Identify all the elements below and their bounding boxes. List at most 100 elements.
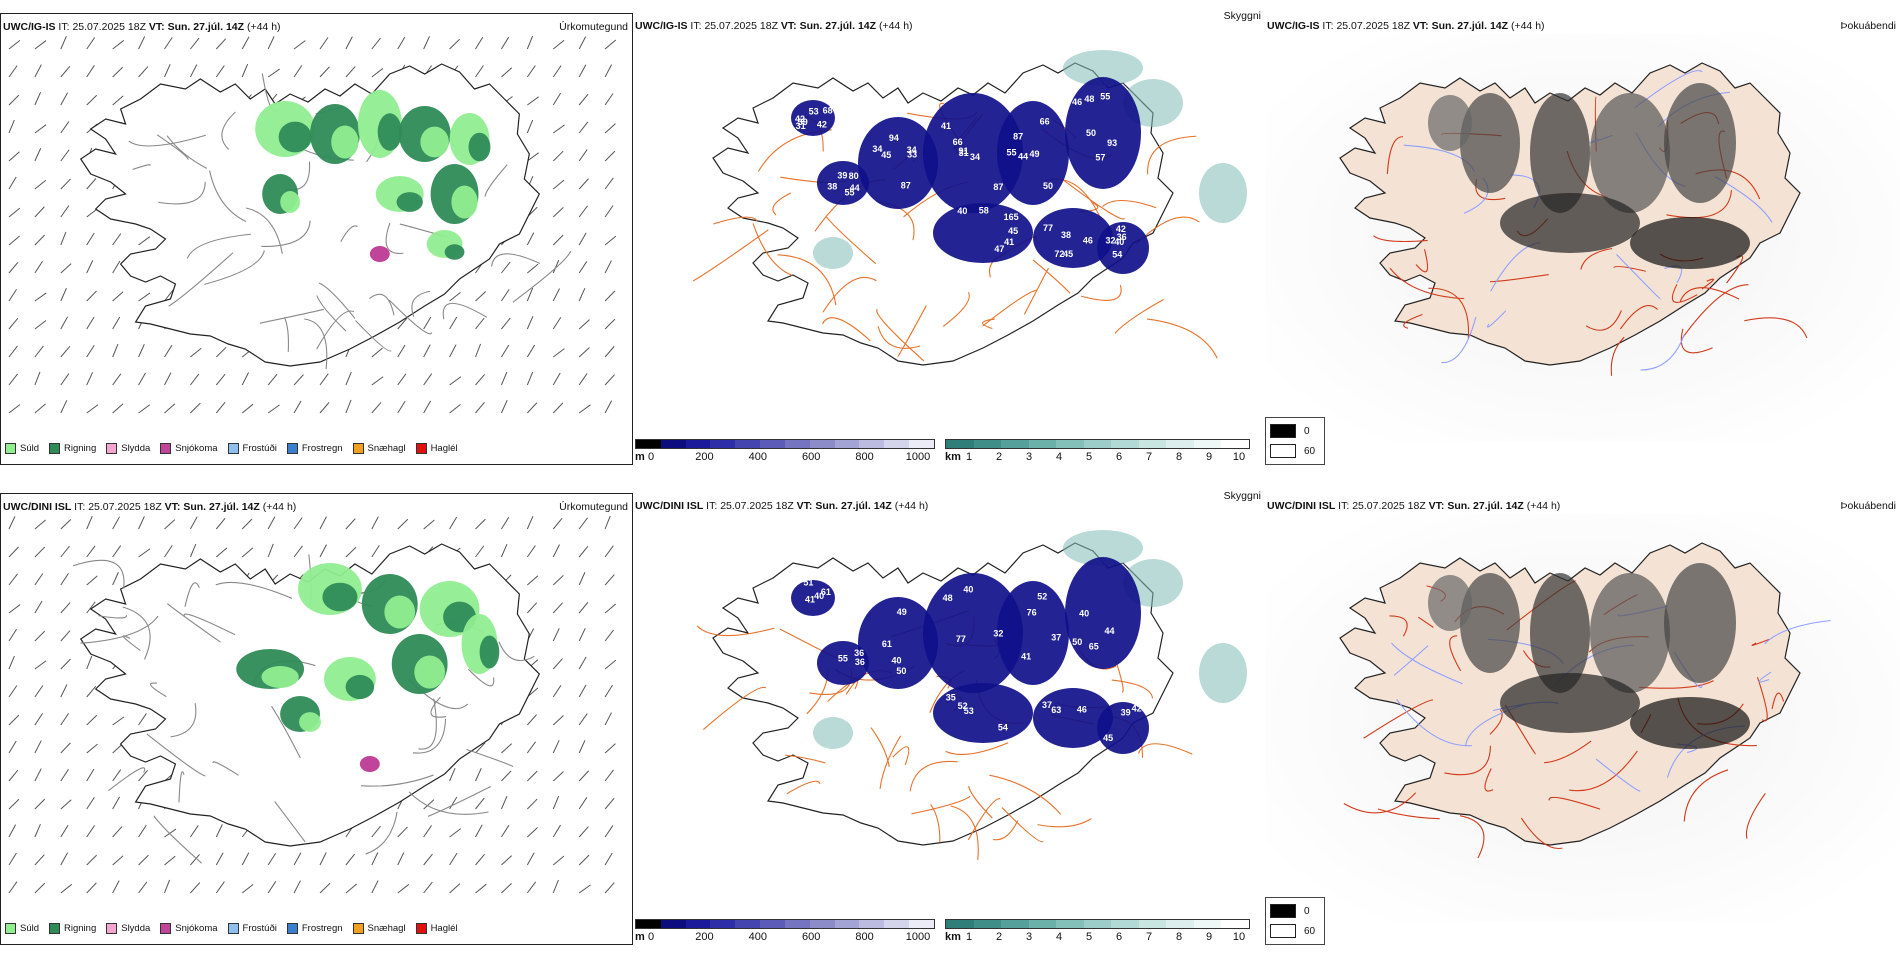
wind-barb [526, 371, 534, 386]
road [1377, 808, 1440, 820]
road [1389, 615, 1408, 637]
wind-barb [423, 825, 432, 838]
wind-barb [164, 879, 171, 894]
wind-barb [138, 516, 145, 530]
visibility_scale-unit: km [945, 451, 961, 463]
road [1580, 247, 1613, 270]
fog-area [1428, 575, 1472, 631]
road [1489, 274, 1549, 283]
precip-legend: Súld Rigning Slydda Snjókoma Frostúði Frostre… [5, 438, 458, 458]
road [466, 748, 514, 767]
fog-area [1500, 673, 1640, 733]
wind-barb [449, 291, 461, 302]
road [1391, 642, 1463, 685]
wind-barb [526, 35, 534, 50]
road [221, 111, 236, 150]
road [1671, 284, 1698, 303]
legend-item: Frostúði [227, 922, 277, 934]
wind-barb [604, 743, 616, 754]
road [274, 801, 306, 843]
road [772, 192, 792, 216]
wind-barb [578, 404, 591, 414]
vt-value: Sun. 27.júl. 14Z [1431, 20, 1509, 32]
it-value: 25.07.2025 18Z [704, 20, 778, 32]
road [1744, 317, 1808, 339]
fog-area [1428, 95, 1472, 151]
wind-barb [215, 824, 223, 838]
wind-barb [241, 547, 254, 558]
wind-barb [34, 854, 45, 866]
fog-area [1664, 563, 1736, 683]
wind-barb [34, 179, 47, 190]
road [1543, 740, 1592, 764]
wind-barb [215, 401, 226, 414]
wind-barb [578, 545, 589, 558]
colorbar-tick: 9 [1205, 451, 1213, 463]
ceiling-label: 41 [941, 121, 951, 131]
wind-barb [8, 824, 16, 838]
wind-barb [475, 343, 482, 358]
wind-barb [475, 36, 484, 50]
legend-item: Frostregn [286, 442, 343, 454]
wind-barb [449, 852, 458, 866]
road [122, 635, 141, 652]
road [128, 134, 206, 147]
ceiling-label: 46 [1077, 704, 1087, 714]
ceiling-label: 87 [993, 182, 1003, 192]
wind-barb [8, 94, 20, 106]
wind-barb [552, 602, 564, 614]
ceiling-label: 77 [1043, 223, 1053, 233]
vt-value: Sun. 27.júl. 14Z [183, 501, 260, 513]
ceiling-label: 40 [814, 591, 824, 601]
wind-barb [371, 880, 379, 894]
wind-barb [604, 629, 614, 642]
legend-swatch [352, 442, 364, 454]
it-value: 25.07.2025 18Z [720, 500, 794, 512]
wind-barb [60, 178, 71, 190]
wind-barb [60, 769, 69, 782]
wind-barb [501, 261, 511, 274]
road [316, 295, 347, 332]
wind-barb [190, 373, 200, 386]
ceiling-label: 49 [897, 607, 907, 617]
ceiling-label: 36 [854, 648, 864, 658]
wind-barb [604, 93, 614, 106]
road [1619, 305, 1659, 330]
ceiling-label: 48 [943, 593, 953, 603]
wind-barb [8, 317, 19, 330]
wind-barb [501, 883, 512, 894]
road [876, 308, 925, 362]
precip-legend: Súld Rigning Slydda Snjókoma Frostúði Frostre… [5, 918, 458, 938]
wind-barb [189, 825, 199, 838]
wind-barb [112, 343, 119, 358]
wind-barb [604, 235, 617, 246]
low-cloud-area [997, 581, 1069, 685]
wind-barb [60, 65, 71, 78]
wind-barb [34, 882, 46, 894]
road [879, 735, 902, 789]
wind-barb [475, 742, 486, 754]
wind-barb [526, 315, 534, 330]
legend-swatch [49, 442, 61, 454]
legend-swatch [5, 922, 16, 934]
wind-barb [8, 881, 18, 894]
ceiling_scale-unit: m [635, 451, 645, 463]
wind-barb [552, 92, 562, 106]
fog-legend-item: 0 [1270, 904, 1310, 918]
road [1373, 235, 1428, 243]
road [1764, 619, 1831, 645]
road [1111, 679, 1154, 699]
colorbar-tick: 1 [965, 451, 973, 463]
ceiling-label: 31 [959, 148, 969, 158]
legend-item: Snjókoma [160, 442, 218, 454]
wind-barb [604, 882, 615, 894]
wind-barb [500, 516, 510, 530]
it-value: 25.07.2025 18Z [72, 21, 146, 33]
colorbar-tick: 3 [1025, 931, 1033, 943]
ceiling-label: 41 [1004, 237, 1014, 247]
wind-barb [60, 149, 70, 162]
wind-barb [138, 404, 151, 414]
wind-barb [241, 36, 250, 50]
wind-barb [34, 630, 46, 642]
precip-area [278, 121, 312, 153]
